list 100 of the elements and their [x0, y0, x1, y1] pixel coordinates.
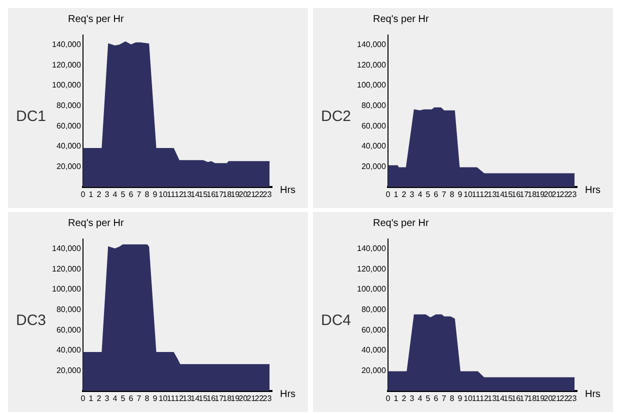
x-tick-label: 19: [230, 394, 240, 404]
x-tick-label: 17: [214, 394, 224, 404]
x-tick-label: 17: [520, 190, 530, 200]
x-tick-label: 14: [190, 190, 200, 200]
y-tick-label: 100,000: [356, 284, 386, 294]
x-tick-label: 0: [386, 394, 391, 404]
y-tick-label: 120,000: [356, 264, 386, 274]
x-tick-label: 23: [568, 190, 578, 200]
x-tick-label: 15: [504, 190, 514, 200]
text: DC2: [321, 108, 352, 125]
x-tick-label: 22: [254, 190, 264, 200]
y-tick-label: 140,000: [52, 244, 82, 254]
x-tick-label: 9: [458, 394, 463, 404]
y-tick-label: 140,000: [52, 40, 82, 50]
x-tick-label: 5: [426, 190, 431, 200]
x-tick-label: 2: [402, 394, 407, 404]
x-tick-label: 4: [112, 190, 118, 200]
y-axis-title: Req's per Hr: [68, 218, 124, 229]
x-tick-label: 11: [472, 394, 481, 404]
x-tick-label: 2: [96, 394, 102, 404]
x-tick-label: 16: [206, 394, 216, 404]
x-tick-label: 14: [190, 394, 200, 404]
x-tick-label: 14: [496, 394, 506, 404]
y-axis-title: Req's per Hr: [373, 218, 429, 229]
y-tick-label: 20,000: [361, 162, 386, 171]
x-tick-label: 13: [182, 394, 192, 404]
y-tick-label: 40,000: [56, 346, 82, 355]
x-tick-label: 4: [418, 394, 423, 404]
x-tick-label: 23: [262, 394, 272, 404]
x-tick-label: 3: [410, 190, 415, 200]
x-tick-label: 1: [88, 394, 94, 404]
x-tick-label: 0: [80, 190, 86, 200]
x-axis-title: Hrs: [585, 389, 601, 400]
y-tick-label: 140,000: [356, 40, 386, 50]
x-tick-label: 21: [552, 190, 562, 200]
x-tick-label: 17: [520, 394, 530, 404]
x-axis-title: Hrs: [585, 185, 601, 196]
x-tick-label: 5: [120, 394, 126, 404]
x-tick-label: 20: [238, 394, 248, 404]
y-tick-label: 20,000: [56, 366, 82, 375]
x-tick-label: 9: [458, 190, 463, 200]
x-tick-label: 13: [488, 190, 498, 200]
x-tick-label: 23: [262, 190, 272, 200]
x-tick-label: 11: [472, 190, 481, 200]
text: DC3: [16, 312, 46, 329]
x-axis-title: Hrs: [280, 185, 296, 196]
x-tick-label: 8: [144, 394, 150, 404]
x-tick-label: 3: [104, 394, 110, 404]
x-tick-label: 18: [222, 190, 232, 200]
x-tick-label: 22: [254, 394, 264, 404]
x-tick-label: 20: [238, 190, 248, 200]
x-tick-label: 6: [434, 190, 439, 200]
x-tick-label: 13: [488, 394, 498, 404]
x-tick-label: 19: [536, 190, 546, 200]
x-tick-label: 14: [496, 190, 506, 200]
x-tick-label: 0: [80, 394, 86, 404]
x-tick-label: 12: [480, 394, 490, 404]
x-tick-label: 7: [136, 394, 142, 404]
y-tick-label: 40,000: [361, 142, 386, 151]
y-axis-title: Req's per Hr: [373, 14, 429, 25]
y-tick-label: 60,000: [361, 121, 386, 130]
y-tick-label: 80,000: [56, 101, 82, 110]
x-tick-label: 12: [174, 190, 184, 200]
y-tick-label: 100,000: [52, 284, 82, 294]
y-tick-label: 60,000: [361, 325, 386, 334]
x-tick-label: 0: [386, 190, 391, 200]
x-tick-label: 19: [230, 190, 240, 200]
text: DC1: [16, 108, 46, 125]
x-tick-label: 7: [136, 190, 142, 200]
x-tick-label: 10: [158, 394, 168, 404]
x-axis-title: Hrs: [280, 389, 296, 400]
y-tick-label: 120,000: [356, 60, 386, 70]
x-tick-label: 18: [528, 394, 538, 404]
x-tick-label: 12: [174, 394, 184, 404]
x-tick-label: 22: [560, 394, 570, 404]
y-tick-label: 20,000: [361, 366, 386, 375]
x-tick-label: 2: [402, 190, 407, 200]
x-tick-label: 1: [394, 394, 399, 404]
x-tick-label: 10: [464, 190, 474, 200]
x-tick-label: 7: [442, 394, 447, 404]
x-tick-label: 2: [96, 190, 102, 200]
text: DC4: [321, 312, 352, 329]
x-tick-label: 6: [434, 394, 439, 404]
y-tick-label: 100,000: [356, 80, 386, 90]
x-tick-label: 8: [450, 190, 455, 200]
x-tick-label: 12: [480, 190, 490, 200]
x-tick-label: 3: [410, 394, 415, 404]
x-tick-label: 16: [512, 190, 522, 200]
x-tick-label: 18: [528, 190, 538, 200]
x-tick-label: 18: [222, 394, 232, 404]
x-tick-label: 1: [88, 190, 94, 200]
y-tick-label: 40,000: [361, 346, 386, 355]
x-tick-label: 16: [512, 394, 522, 404]
y-tick-label: 60,000: [56, 325, 82, 334]
y-tick-label: 80,000: [361, 101, 386, 110]
y-tick-label: 60,000: [56, 121, 82, 130]
x-tick-label: 15: [198, 190, 208, 200]
x-tick-label: 11: [166, 394, 176, 404]
x-tick-label: 21: [246, 394, 256, 404]
x-tick-label: 4: [418, 190, 423, 200]
